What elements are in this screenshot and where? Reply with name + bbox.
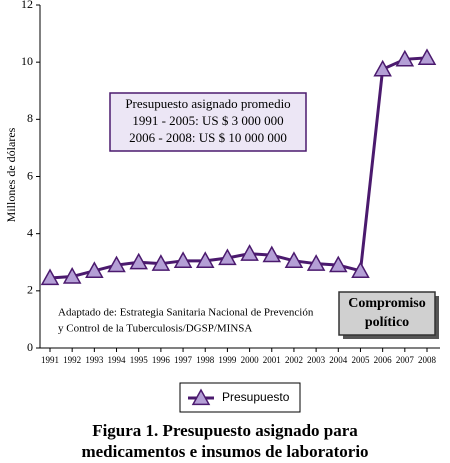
callout-text: político — [365, 315, 409, 330]
series-line — [49, 56, 428, 280]
x-tick-label: 2005 — [351, 355, 370, 365]
marker — [373, 59, 392, 77]
marker — [151, 254, 171, 271]
legend-label: Presupuesto — [222, 390, 290, 404]
x-tick-label: 2002 — [285, 355, 303, 365]
y-tick-label: 2 — [27, 283, 33, 297]
y-tick-label: 6 — [27, 168, 33, 182]
caption: medicamentos e insumos de laboratorio — [81, 442, 368, 461]
x-tick-label: 1995 — [130, 355, 149, 365]
marker — [173, 251, 193, 268]
x-tick-label: 1997 — [174, 355, 193, 365]
marker — [262, 245, 282, 263]
x-tick-label: 2001 — [263, 355, 281, 365]
marker — [107, 255, 126, 273]
marker — [240, 244, 259, 261]
annotation-box — [109, 92, 307, 152]
x-tick-label: 2008 — [418, 355, 437, 365]
marker — [85, 261, 104, 278]
y-axis-label: Millones de dólares — [4, 127, 18, 222]
annotation-text: 1991 - 2005: US $ 3 000 000 — [132, 113, 283, 128]
marker — [351, 261, 370, 278]
x-tick-label: 1991 — [41, 355, 59, 365]
caption: Figura 1. Presupuesto asignado para — [92, 421, 358, 440]
marker — [62, 266, 82, 284]
marker — [417, 48, 437, 66]
x-tick-label: 2006 — [374, 355, 393, 365]
marker — [40, 268, 60, 286]
marker — [129, 252, 148, 270]
x-tick-label: 1993 — [85, 355, 104, 365]
marker — [218, 248, 237, 266]
y-tick-label: 0 — [27, 340, 33, 354]
marker — [395, 49, 415, 67]
x-tick-label: 1992 — [63, 355, 81, 365]
callout-box — [338, 291, 436, 336]
marker — [195, 251, 215, 268]
x-tick-label: 1996 — [152, 355, 171, 365]
y-tick-label: 8 — [27, 111, 33, 125]
callout-text: Compromiso — [348, 296, 426, 311]
y-tick-label: 12 — [21, 0, 33, 11]
x-tick-label: 2007 — [396, 355, 415, 365]
x-tick-label: 1994 — [108, 355, 127, 365]
source-note: y Control de la Tuberculosis/DGSP/MINSA — [58, 323, 252, 335]
marker — [284, 251, 304, 268]
annotation-text: Presupuesto asignado promedio — [125, 96, 290, 111]
annotation-text: 2006 - 2008: US $ 10 000 000 — [129, 130, 287, 145]
legend-marker — [191, 388, 211, 406]
y-tick-label: 4 — [27, 225, 33, 239]
x-tick-label: 1998 — [196, 355, 215, 365]
marker — [306, 254, 326, 271]
y-tick-label: 10 — [21, 54, 33, 68]
x-tick-label: 2003 — [307, 355, 326, 365]
source-note: Adaptado de: Estrategia Sanitaria Nacion… — [58, 307, 314, 319]
x-tick-label: 2004 — [329, 355, 348, 365]
x-tick-label: 2000 — [241, 355, 260, 365]
marker — [329, 255, 348, 273]
x-tick-label: 1999 — [218, 355, 237, 365]
